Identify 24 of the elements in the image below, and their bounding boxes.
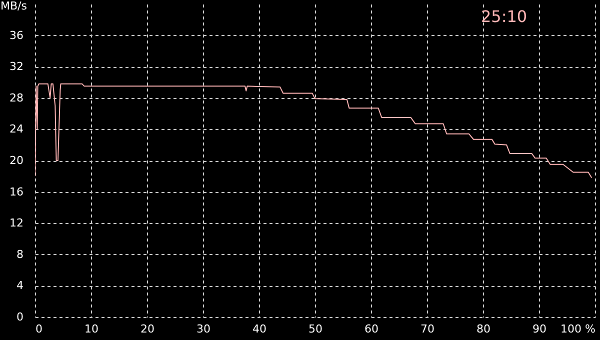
y-tick-label: 32 — [10, 60, 24, 74]
x-tick-label: 80 — [476, 322, 490, 336]
line-series — [35, 83, 592, 178]
x-tick-label: 50 — [308, 322, 322, 336]
y-axis-title: MB/s — [0, 0, 28, 12]
x-tick-label: 40 — [252, 322, 266, 336]
y-tick-label: 4 — [16, 279, 24, 292]
y-tick-label: 24 — [10, 122, 24, 136]
annotation: 25:10 — [480, 7, 528, 26]
x-tick-label: 20 — [140, 322, 154, 336]
y-tick-label: 20 — [10, 154, 24, 167]
y-tick-label: 12 — [10, 216, 24, 230]
x-tick-label: 70 — [420, 322, 434, 336]
y-tick-label: 36 — [10, 28, 24, 42]
x-tick-label: 100 % — [560, 322, 596, 336]
x-tick-label: 90 — [532, 322, 546, 336]
y-tick-label: 8 — [16, 248, 24, 261]
y-tick-label: 0 — [16, 310, 24, 324]
x-tick-label: 10 — [84, 322, 98, 336]
y-tick-label: 28 — [10, 91, 24, 104]
x-tick-label: 60 — [364, 322, 378, 336]
y-tick-label: 16 — [10, 185, 24, 198]
x-tick-label: 30 — [196, 322, 210, 336]
x-tick-label: 0 — [36, 322, 42, 336]
